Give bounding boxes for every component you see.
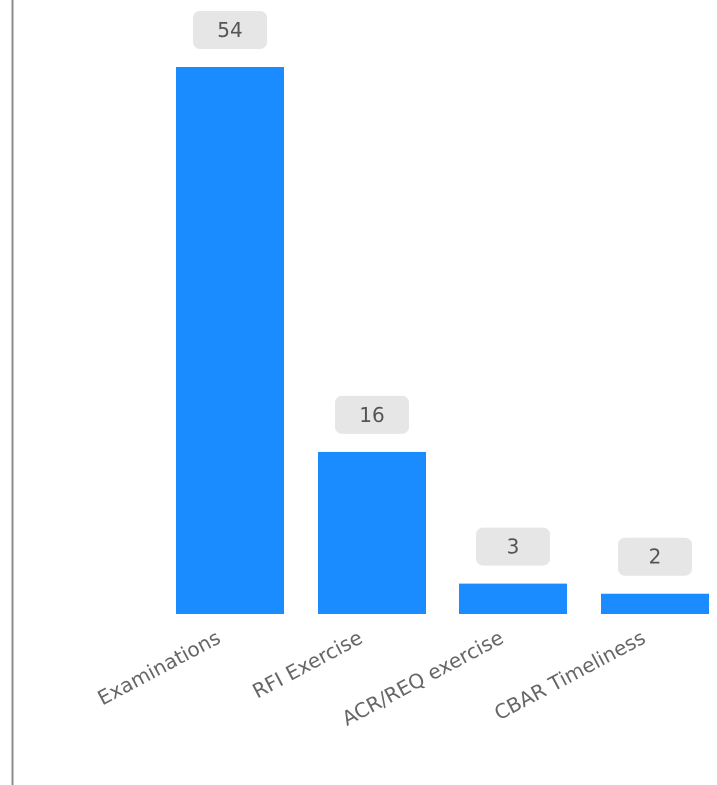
- data-label-cbar-timeliness: 2: [618, 537, 692, 576]
- data-label-bg: [476, 527, 550, 566]
- data-label-value: 2: [649, 545, 662, 569]
- data-label-acr-req-exercise: 3: [476, 527, 550, 566]
- x-tick-label-cbar-timeliness: CBAR Timeliness: [490, 625, 649, 725]
- data-label-value: 3: [507, 535, 520, 559]
- data-labels-layer: 54 16 3 2: [193, 11, 692, 576]
- data-label-value: 54: [217, 18, 242, 42]
- bar-acr-req-exercise[interactable]: [459, 583, 567, 614]
- data-label-bg: [618, 537, 692, 576]
- bar-cbar-timeliness[interactable]: [601, 593, 709, 614]
- data-label-bg: [335, 395, 409, 434]
- bar-examinations[interactable]: [176, 67, 284, 614]
- data-label-rfi-exercise: 16: [335, 395, 409, 434]
- data-label-value: 16: [359, 403, 384, 427]
- bar-rfi-exercise[interactable]: [318, 451, 426, 614]
- x-tick-label-rfi-exercise: RFI Exercise: [248, 625, 366, 703]
- data-label-bg: [193, 11, 267, 49]
- data-label-examinations: 54: [193, 11, 267, 49]
- x-tick-label-examinations: Examinations: [93, 625, 224, 710]
- bars-layer: [176, 67, 709, 614]
